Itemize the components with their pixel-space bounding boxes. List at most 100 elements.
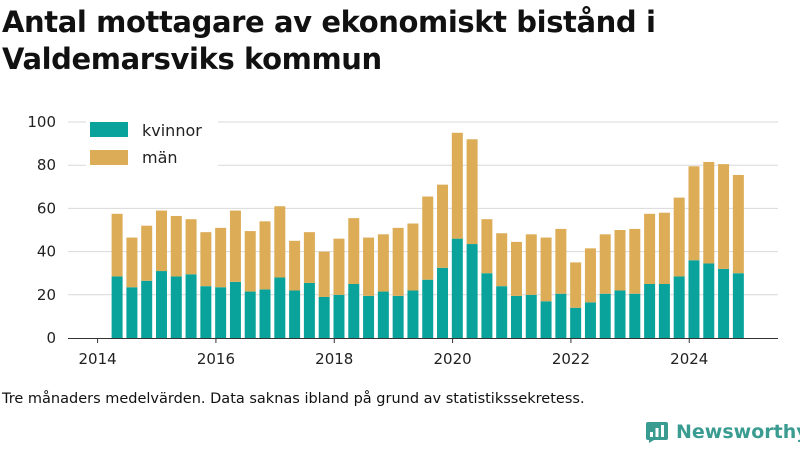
bar-kvinnor (170, 276, 182, 338)
bar-kvinnor (673, 276, 685, 338)
bar-man (673, 197, 685, 277)
bar-kvinnor (629, 293, 641, 338)
bar-man (614, 230, 626, 291)
bar-kvinnor (392, 295, 404, 338)
bar-kvinnor (570, 307, 582, 338)
y-tick-label: 20 (37, 286, 56, 304)
x-tick-label: 2022 (552, 350, 590, 368)
footnote: Tre månaders medelvärden. Data saknas ib… (2, 391, 585, 407)
bar-man (318, 251, 330, 297)
axes: 0 20 40 60 80 100 2014 2016 2018 2020 2022 2024 (27, 113, 778, 368)
bar-man (422, 196, 434, 280)
bar-man (185, 219, 197, 275)
bar-man (644, 213, 656, 284)
bar-kvinnor (481, 273, 493, 338)
y-tick-label: 60 (37, 199, 56, 217)
bar-kvinnor (466, 244, 478, 338)
x-tick-label: 2024 (670, 350, 708, 368)
y-tick-label: 100 (27, 113, 56, 131)
x-tick-label: 2020 (433, 350, 471, 368)
bar-man (407, 223, 419, 291)
bar-kvinnor (126, 287, 138, 338)
bar-man (215, 227, 227, 288)
bar-man (377, 234, 389, 292)
bar-kvinnor (614, 290, 626, 338)
bar-man (510, 241, 522, 296)
bar-kvinnor (732, 273, 744, 338)
bar-man (629, 228, 641, 294)
bar-man (703, 161, 715, 264)
bar-man (141, 225, 153, 281)
bar-kvinnor (185, 274, 197, 338)
bar-kvinnor (215, 287, 227, 338)
bar-man (570, 262, 582, 308)
bar-man (111, 213, 123, 277)
bar-kvinnor (688, 260, 700, 338)
y-tick-label: 40 (37, 243, 56, 261)
bar-kvinnor (555, 293, 567, 338)
bar-kvinnor (259, 289, 271, 338)
bar-man (126, 237, 138, 288)
bar-kvinnor (525, 294, 537, 338)
bar-kvinnor (437, 267, 449, 338)
bar-man (466, 139, 478, 245)
bar-kvinnor (584, 302, 596, 338)
bar-kvinnor (363, 295, 375, 338)
bar-kvinnor (141, 280, 153, 338)
bar-kvinnor (377, 291, 389, 338)
bar-man (451, 132, 463, 239)
bar-man (392, 227, 404, 296)
bar-man (481, 219, 493, 274)
bar-man (289, 240, 301, 291)
newsworthy-logo-icon (646, 422, 668, 443)
x-tick-label: 2016 (197, 350, 235, 368)
bar-kvinnor (703, 263, 715, 338)
bar-man (584, 248, 596, 303)
legend: kvinnor män (86, 112, 218, 170)
bar-kvinnor (496, 286, 508, 338)
brand-name: Newsworthy (676, 421, 800, 443)
bar-kvinnor (451, 238, 463, 338)
bar-man (244, 231, 256, 292)
bar-man (363, 237, 375, 296)
bar-kvinnor (658, 284, 670, 338)
bar-kvinnor (422, 279, 434, 338)
bar-man (229, 210, 241, 282)
bar-kvinnor (303, 282, 315, 338)
bar-kvinnor (599, 293, 611, 338)
brand-logo[interactable]: Newsworthy (645, 420, 800, 444)
bar-man (437, 184, 449, 268)
bar-kvinnor (718, 268, 730, 338)
bar-kvinnor (348, 284, 360, 338)
bar-man (688, 166, 700, 261)
bar-man (732, 174, 744, 274)
bar-kvinnor (510, 295, 522, 338)
bar-kvinnor (155, 271, 167, 338)
bar-kvinnor (244, 291, 256, 338)
legend-swatch-man (90, 150, 128, 165)
bar-man (333, 238, 345, 295)
x-tick-label: 2014 (78, 350, 116, 368)
bar-kvinnor (111, 276, 123, 338)
bar-man (555, 228, 567, 294)
legend-label-kvinnor: kvinnor (142, 121, 202, 140)
bar-man (599, 234, 611, 294)
legend-label-man: män (142, 148, 178, 167)
bar-man (200, 232, 212, 287)
chart-title: Antal mottagare av ekonomiskt bistånd i … (2, 5, 656, 76)
bar-kvinnor (200, 286, 212, 338)
bar-man (303, 232, 315, 283)
bars (111, 132, 744, 338)
bar-man (348, 218, 360, 284)
bar-kvinnor (289, 290, 301, 338)
bar-man (170, 215, 182, 277)
bar-kvinnor (229, 281, 241, 338)
bar-man (259, 221, 271, 290)
legend-swatch-kvinnor (90, 122, 128, 137)
y-tick-label: 80 (37, 156, 56, 174)
bar-kvinnor (318, 296, 330, 338)
bar-man (155, 210, 167, 272)
bar-kvinnor (540, 301, 552, 338)
bar-kvinnor (407, 290, 419, 338)
